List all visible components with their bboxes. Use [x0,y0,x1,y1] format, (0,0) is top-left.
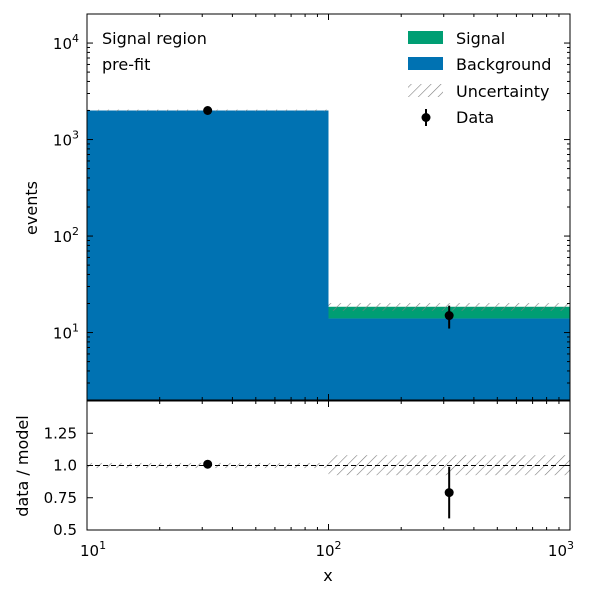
main-y-tick-label-3: 103 [53,129,79,150]
legend-swatch-signal [408,31,443,44]
legend-swatch-background [408,57,443,70]
ratio-data-point-1 [203,459,213,469]
ratio-y-tick-label-2: 0.75 [44,489,77,507]
legend-label-signal: Signal [456,29,505,48]
data-point-1 [203,106,213,115]
main-panel: 101 102 103 104 Signal region pre-fit event… [22,13,571,401]
background-bar-2 [328,318,570,400]
ratio-panel: 101 102 103 0.5 0.75 1.0 1.25 data / model x [13,400,574,585]
main-y-tick-label-4: 104 [53,32,79,53]
data-point-2 [444,311,454,321]
legend: Signal Background Uncertainty Data [408,29,551,127]
legend-label-background: Background [456,55,551,74]
ratio-y-axis-title: data / model [13,415,32,516]
background-bar-1 [87,110,329,400]
main-y-tick-label-1: 101 [53,322,79,343]
x-tick-label-2: 102 [315,539,341,560]
legend-swatch-uncertainty [408,84,443,97]
region-label-line-1: Signal region [102,29,207,48]
x-tick-label-3: 103 [548,539,574,560]
ratio-y-tick-label-4: 1.25 [44,424,77,442]
ratio-data-point-2 [444,488,454,498]
region-label-line-2: pre-fit [102,55,150,74]
x-tick-label-1: 101 [80,539,106,560]
main-y-tick-label-2: 102 [53,225,79,246]
legend-label-data: Data [456,108,494,127]
x-axis-title: x [323,566,332,585]
legend-label-uncertainty: Uncertainty [456,82,549,101]
ratio-y-tick-label-3: 1.0 [53,457,77,475]
main-y-axis-title: events [22,181,41,235]
ratio-y-tick-label-1: 0.5 [53,521,77,539]
legend-marker-data [421,113,431,122]
